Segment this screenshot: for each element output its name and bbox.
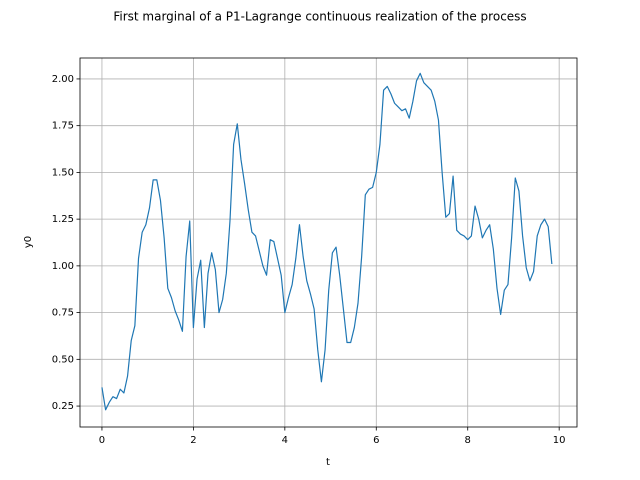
y-tick-label: 0.50 <box>52 354 74 365</box>
x-axis-label: t <box>326 457 330 468</box>
x-tick-label: 0 <box>99 435 105 446</box>
y-tick-label: 1.75 <box>52 121 74 132</box>
x-tick-label: 8 <box>465 435 471 446</box>
y-tick-label: 0.25 <box>52 401 74 412</box>
y-tick-label: 1.25 <box>52 214 74 225</box>
x-tick-label: 6 <box>373 435 379 446</box>
x-tick-label: 2 <box>190 435 196 446</box>
chart-title: First marginal of a P1-Lagrange continuo… <box>113 10 526 24</box>
axes-frame <box>79 57 578 428</box>
x-tick-label: 4 <box>282 435 288 446</box>
x-tick-label: 10 <box>553 435 566 446</box>
y-tick-label: 1.00 <box>52 261 74 272</box>
y-tick-label: 0.75 <box>52 308 74 319</box>
data-line <box>101 72 553 411</box>
y-tick-label: 2.00 <box>52 74 74 85</box>
y-tick-label: 1.50 <box>52 167 74 178</box>
y-axis-label: y0 <box>23 236 34 248</box>
